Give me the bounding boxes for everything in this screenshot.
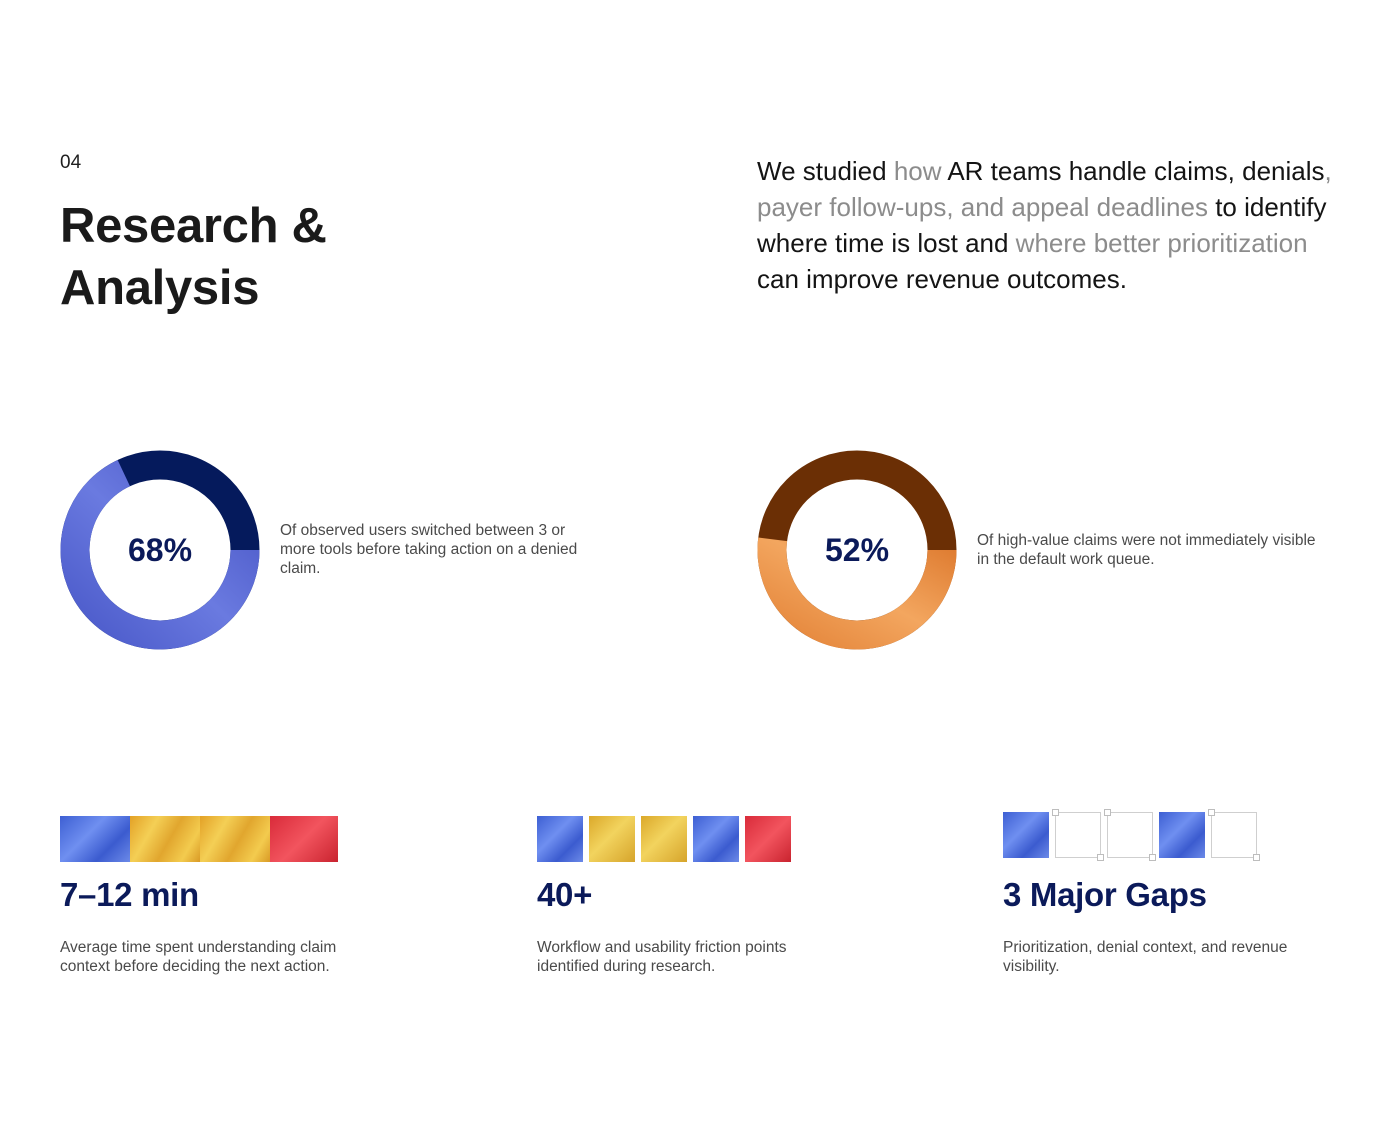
intro-part: to identify where time is lost and — [757, 192, 1327, 258]
stat-description: Prioritization, denial context, and reve… — [1003, 939, 1288, 975]
tile-empty — [1052, 809, 1104, 861]
tile-red — [745, 816, 791, 862]
donut-description: Of observed users switched between 3 or … — [280, 522, 578, 577]
intro-part-muted: , payer follow-ups, and appeal deadlines — [757, 156, 1332, 222]
intro-part: AR teams handle claims, denials — [941, 156, 1325, 186]
donut-chart-tools: 68% — [59, 449, 261, 651]
donut-chart-visibility: 52% — [756, 449, 958, 651]
donut-filled-arc — [60, 459, 260, 650]
stat-value: 40+ — [537, 876, 593, 913]
donut-value: 52% — [824, 531, 890, 568]
stat-description: Workflow and usability friction points i… — [537, 939, 787, 975]
tile-blue — [1003, 812, 1049, 858]
tile-gold — [200, 816, 270, 862]
tile-blue — [1159, 812, 1205, 858]
tile-blue — [693, 816, 739, 862]
tile-empty — [1208, 809, 1260, 861]
intro-part-muted: how — [893, 156, 942, 186]
color-tiles — [1003, 809, 1363, 861]
tile-gold — [130, 816, 200, 862]
tile-blue — [60, 816, 130, 862]
intro-paragraph: We studied how AR teams handle claims, d… — [757, 153, 1347, 297]
tile-yellow — [641, 816, 687, 862]
color-tiles — [60, 816, 440, 862]
donut-value: 68% — [127, 531, 193, 568]
intro-part-muted: where better prioritization — [1015, 228, 1308, 258]
donut-filled-arc — [757, 537, 957, 650]
stat-card-gaps: 3 Major Gaps Prioritization, denial cont… — [1003, 809, 1363, 976]
donut-description: Of high-value claims were not immediatel… — [977, 532, 1316, 568]
stat-card-time: 7–12 min Average time spent understandin… — [60, 816, 440, 976]
intro-part: We studied — [757, 156, 894, 186]
tile-empty — [1104, 809, 1156, 861]
stat-value: 3 Major Gaps — [1003, 876, 1207, 913]
stat-card-friction: 40+ Workflow and usability friction poin… — [537, 816, 917, 976]
stat-value: 7–12 min — [60, 876, 199, 913]
tile-yellow — [589, 816, 635, 862]
section-title: Research & Analysis — [60, 199, 327, 315]
stat-description: Average time spent understanding claim c… — [60, 939, 337, 975]
color-tiles — [537, 816, 917, 862]
section-number: 04 — [60, 152, 82, 173]
donut-svg — [60, 450, 260, 650]
tile-red — [270, 816, 338, 862]
intro-part: can improve revenue outcomes. — [757, 264, 1127, 294]
donut-svg — [757, 450, 957, 650]
tile-blue — [537, 816, 583, 862]
